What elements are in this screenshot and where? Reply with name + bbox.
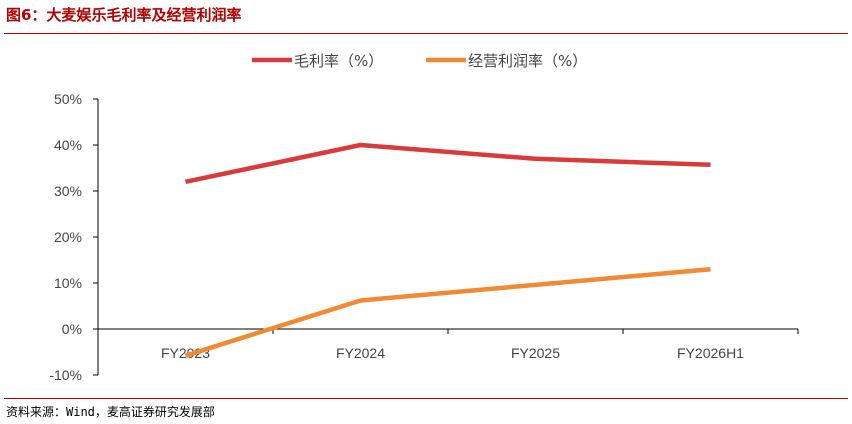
- x-tick-label: FY2025: [511, 345, 560, 361]
- y-tick-label: 10%: [54, 275, 82, 291]
- x-tick-label: FY2023: [161, 345, 210, 361]
- operating-margin-line: [184, 266, 711, 358]
- figure-title: 图6：大麦娱乐毛利率及经营利润率: [6, 6, 242, 24]
- source-note: 资料来源：Wind，麦高证券研究发展部: [6, 405, 215, 419]
- legend-label-operating: 经营利润率（%）: [468, 52, 587, 70]
- chart-series: [184, 142, 711, 358]
- x-tick-label: FY2024: [336, 345, 385, 361]
- gross-margin-line: [185, 142, 711, 185]
- y-tick-label: 50%: [54, 91, 82, 107]
- top-divider: [4, 33, 848, 34]
- y-tick-label: -10%: [49, 367, 82, 383]
- legend-label-gross: 毛利率（%）: [294, 52, 383, 70]
- chart-legend: 毛利率（%） 经营利润率（%）: [252, 52, 587, 70]
- chart-axes: 50% 40% 30% 20% 10% 0% -10% FY2023 FY2024 FY2025 F…: [49, 91, 799, 383]
- y-tick-label: 0%: [62, 321, 82, 337]
- y-tick-label: 20%: [54, 229, 82, 245]
- y-tick-label: 30%: [54, 183, 82, 199]
- bottom-divider: [4, 398, 848, 399]
- y-tick-label: 40%: [54, 137, 82, 153]
- x-tick-label: FY2026H1: [677, 345, 744, 361]
